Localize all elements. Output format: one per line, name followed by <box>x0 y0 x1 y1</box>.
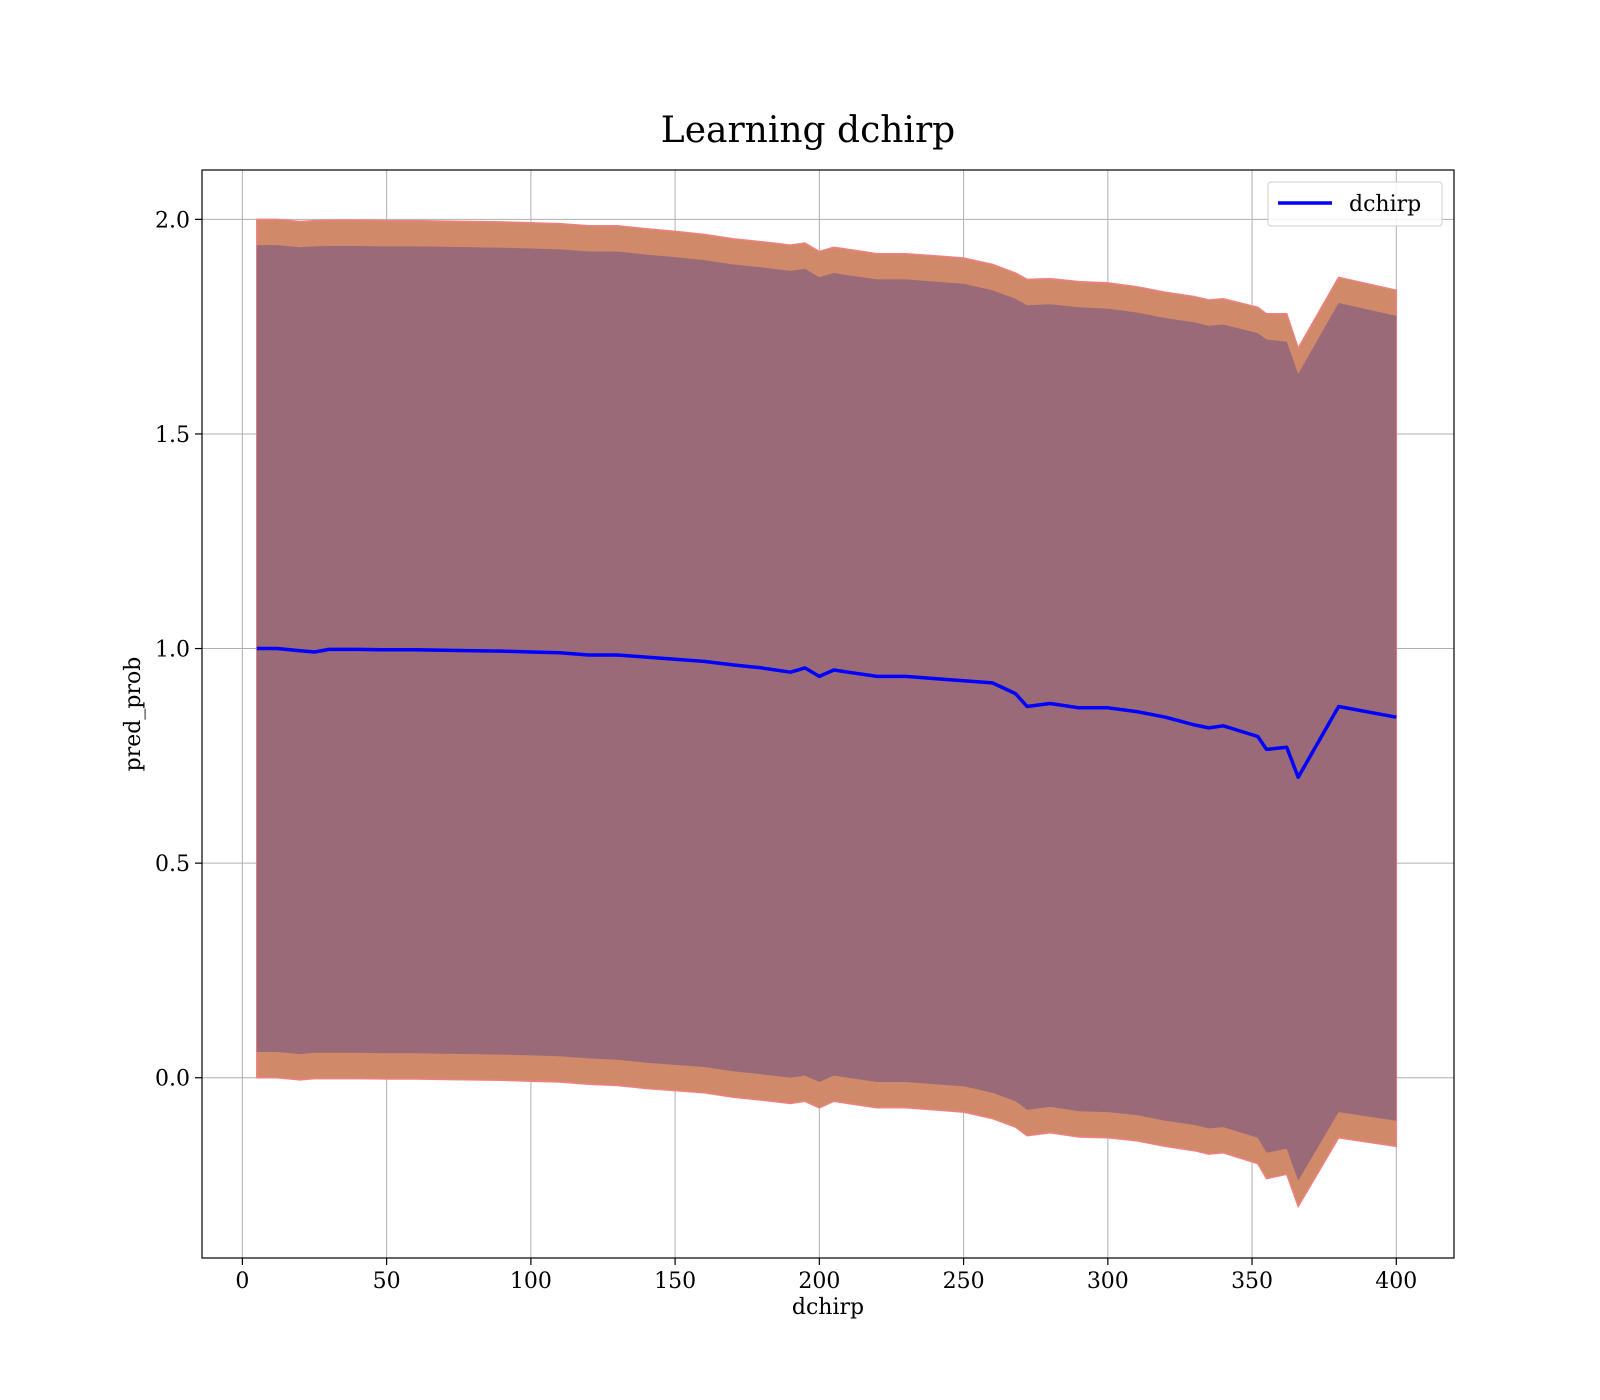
y-tick-label: 1.0 <box>155 638 190 663</box>
x-axis-label: dchirp <box>792 1295 864 1320</box>
y-tick-label: 1.5 <box>155 423 190 448</box>
y-tick-label: 0.0 <box>155 1067 190 1092</box>
plot-area <box>202 170 1454 1258</box>
plot-frame <box>201 169 1455 1259</box>
x-tick-label: 300 <box>1087 1269 1129 1294</box>
chart-title: Learning dchirp <box>661 110 955 151</box>
y-tick-label: 2.0 <box>155 208 190 233</box>
series-line-dchirp <box>256 646 1397 780</box>
x-tick-label: 0 <box>235 1269 249 1294</box>
y-axis-label: pred_prob <box>121 657 146 772</box>
y-tick-label: 0.5 <box>155 852 190 877</box>
x-tick-label: 100 <box>510 1269 552 1294</box>
x-tick-label: 250 <box>943 1269 985 1294</box>
x-tick-label: 50 <box>373 1269 401 1294</box>
legend-box <box>1267 181 1443 227</box>
x-axis: 0 50 100 150 200 250 300 350 400 <box>235 1258 1417 1294</box>
x-tick-label: 150 <box>654 1269 696 1294</box>
legend-label-dchirp: dchirp <box>1349 192 1421 217</box>
y-axis: 0.0 0.5 1.0 1.5 2.0 <box>155 208 202 1092</box>
legend: dchirp <box>1267 181 1443 227</box>
x-tick-label: 350 <box>1231 1269 1273 1294</box>
x-tick-label: 200 <box>798 1269 840 1294</box>
x-tick-label: 400 <box>1375 1269 1417 1294</box>
band-inner <box>256 245 1397 1181</box>
